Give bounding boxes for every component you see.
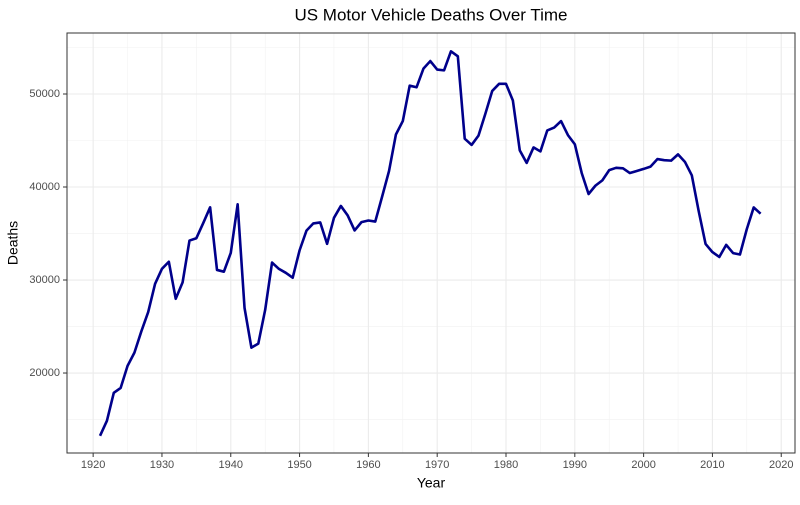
data-line bbox=[98, 50, 762, 437]
y-axis-label: Deaths bbox=[5, 221, 21, 265]
chart-title: US Motor Vehicle Deaths Over Time bbox=[294, 5, 567, 24]
x-axis-label: Year bbox=[417, 475, 446, 491]
y-tick-label: 50000 bbox=[29, 88, 60, 100]
x-tick-label: 2000 bbox=[631, 459, 655, 471]
x-tick-label: 1940 bbox=[219, 459, 243, 471]
x-tick-label: 1960 bbox=[356, 459, 380, 471]
y-tick-label: 20000 bbox=[29, 367, 60, 379]
x-tick-label: 1950 bbox=[287, 459, 311, 471]
x-tick-label: 1990 bbox=[563, 459, 587, 471]
x-tick-label: 2010 bbox=[700, 459, 724, 471]
x-tick-label: 1920 bbox=[81, 459, 105, 471]
y-tick-label: 40000 bbox=[29, 181, 60, 193]
x-tick-label: 2020 bbox=[769, 459, 793, 471]
x-tick-label: 1970 bbox=[425, 459, 449, 471]
x-tick-label: 1930 bbox=[150, 459, 174, 471]
plot-border bbox=[66, 32, 796, 454]
x-tick-label: 1980 bbox=[494, 459, 518, 471]
y-tick-label: 30000 bbox=[29, 274, 60, 286]
